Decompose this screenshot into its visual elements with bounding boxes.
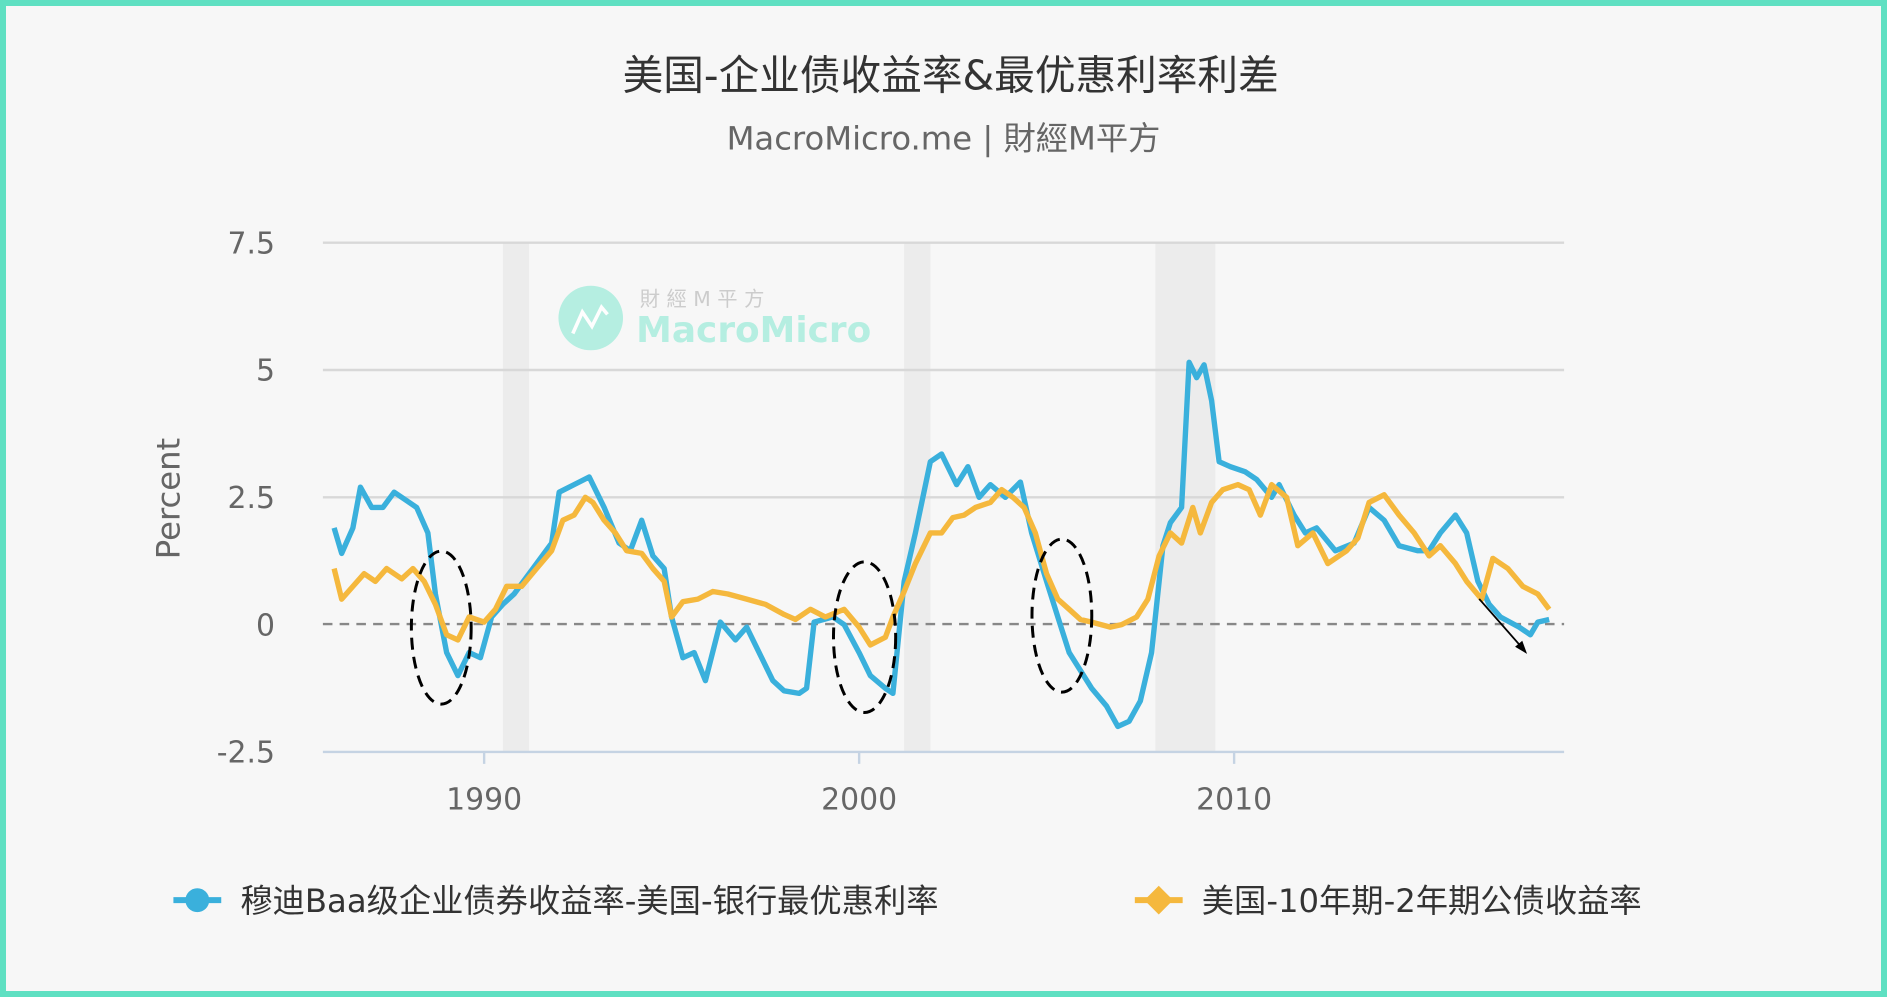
legend-label-series2: 美国-10年期-2年期公债收益率 xyxy=(1202,882,1642,920)
y-tick-label: -2.5 xyxy=(217,736,275,771)
gridlines xyxy=(322,241,1565,499)
annotation-arrow xyxy=(1478,598,1528,654)
series-line-1 xyxy=(331,359,1550,730)
chart: 美国-企业债收益率&最优惠利率利差 MacroMicro.me | 財經M平方 … xyxy=(149,52,1642,920)
y-axis: 7.5 5 2.5 0 -2.5 xyxy=(217,226,275,770)
chart-subtitle: MacroMicro.me | 財經M平方 xyxy=(727,119,1161,157)
legend-label-series1: 穆迪Baa级企业债券收益率-美国-银行最优惠利率 xyxy=(240,882,938,920)
y-tick-label: 5 xyxy=(256,354,275,389)
y-tick-label: 0 xyxy=(256,608,275,643)
series-lines xyxy=(331,359,1552,730)
legend: 穆迪Baa级企业债券收益率-美国-银行最优惠利率 美国-10年期-2年期公债收益… xyxy=(173,882,1642,920)
watermark-logo: 財 經 M 平 方 MacroMicro xyxy=(558,285,871,351)
diamond-marker-icon xyxy=(1144,885,1174,915)
x-tick-label: 2000 xyxy=(821,782,897,817)
circle-marker-icon xyxy=(185,888,210,913)
annotation-ellipse-1989 xyxy=(409,549,473,706)
macromicro-logo-icon xyxy=(558,285,624,351)
legend-item-series2[interactable]: 美国-10年期-2年期公债收益率 xyxy=(1134,882,1642,920)
watermark-cn: 財 經 M 平 方 xyxy=(640,287,765,311)
watermark-en: MacroMicro xyxy=(636,310,871,351)
logo-chart-glyph xyxy=(571,303,609,335)
y-axis-title: Percent xyxy=(149,438,187,559)
chart-title: 美国-企业债收益率&最优惠利率利差 xyxy=(623,52,1279,100)
series-line-2 xyxy=(331,481,1552,648)
arrow-head-icon xyxy=(1515,640,1528,654)
annotations xyxy=(409,537,1094,714)
x-tick-label: 2010 xyxy=(1196,782,1272,817)
x-axis: 1990 2000 2010 xyxy=(446,751,1272,817)
annotation-ellipse-2005 xyxy=(1030,537,1094,694)
y-tick-label: 7.5 xyxy=(228,226,276,261)
x-tick-label: 1990 xyxy=(446,782,522,817)
y-tick-label: 2.5 xyxy=(228,481,276,516)
legend-item-series1[interactable]: 穆迪Baa级企业债券收益率-美国-银行最优惠利率 xyxy=(173,882,939,920)
annotation-ellipse-2000 xyxy=(831,560,898,714)
